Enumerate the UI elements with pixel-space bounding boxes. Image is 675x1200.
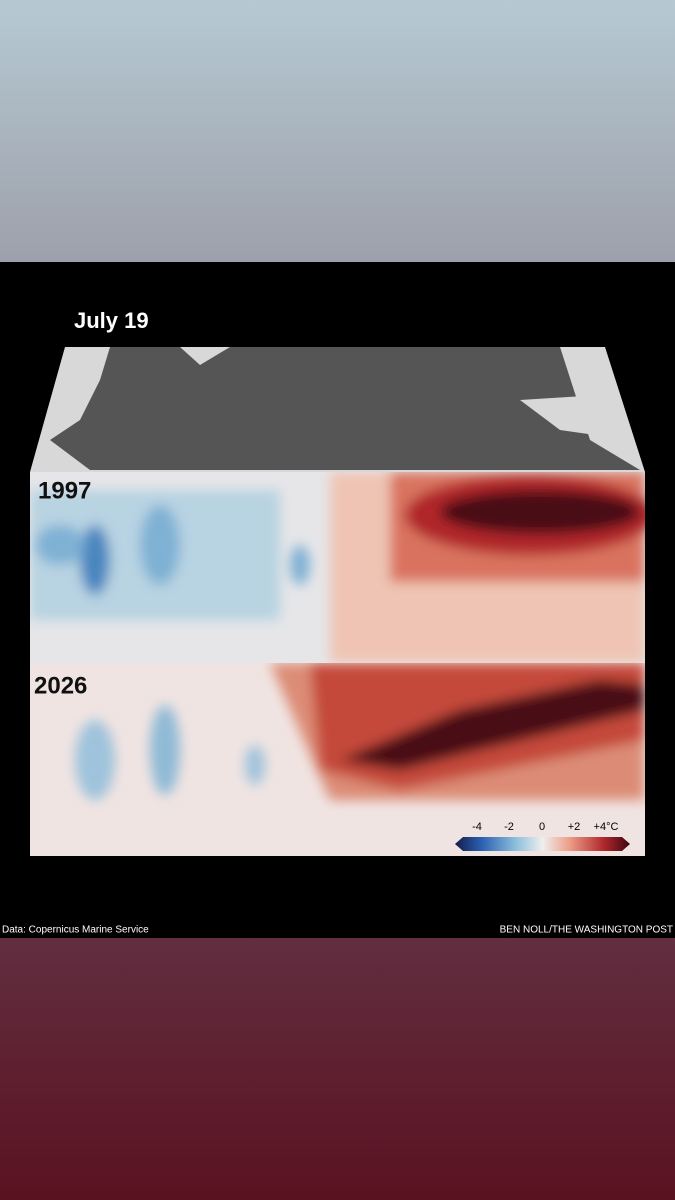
legend-label: -4	[472, 821, 482, 833]
legend-label: 0	[539, 821, 545, 833]
heatmap-2026	[30, 663, 645, 856]
title: July 19	[74, 308, 149, 333]
panel-label: 1997	[38, 477, 91, 504]
panel-label: 2026	[34, 672, 87, 699]
source: Data: Copernicus Marine Service	[2, 925, 149, 936]
map-top	[30, 347, 645, 472]
background-bottom	[0, 938, 675, 1200]
credit: BEN NOLL/THE WASHINGTON POST	[500, 925, 673, 936]
legend: -4 -2 0 +2 +4°C	[455, 821, 630, 851]
legend-label: +4°C	[594, 821, 619, 833]
color-bar	[455, 837, 630, 851]
legend-label: +2	[568, 821, 581, 833]
legend-label: -2	[504, 821, 514, 833]
heatmap-1997	[30, 472, 645, 663]
background-top	[0, 0, 675, 262]
